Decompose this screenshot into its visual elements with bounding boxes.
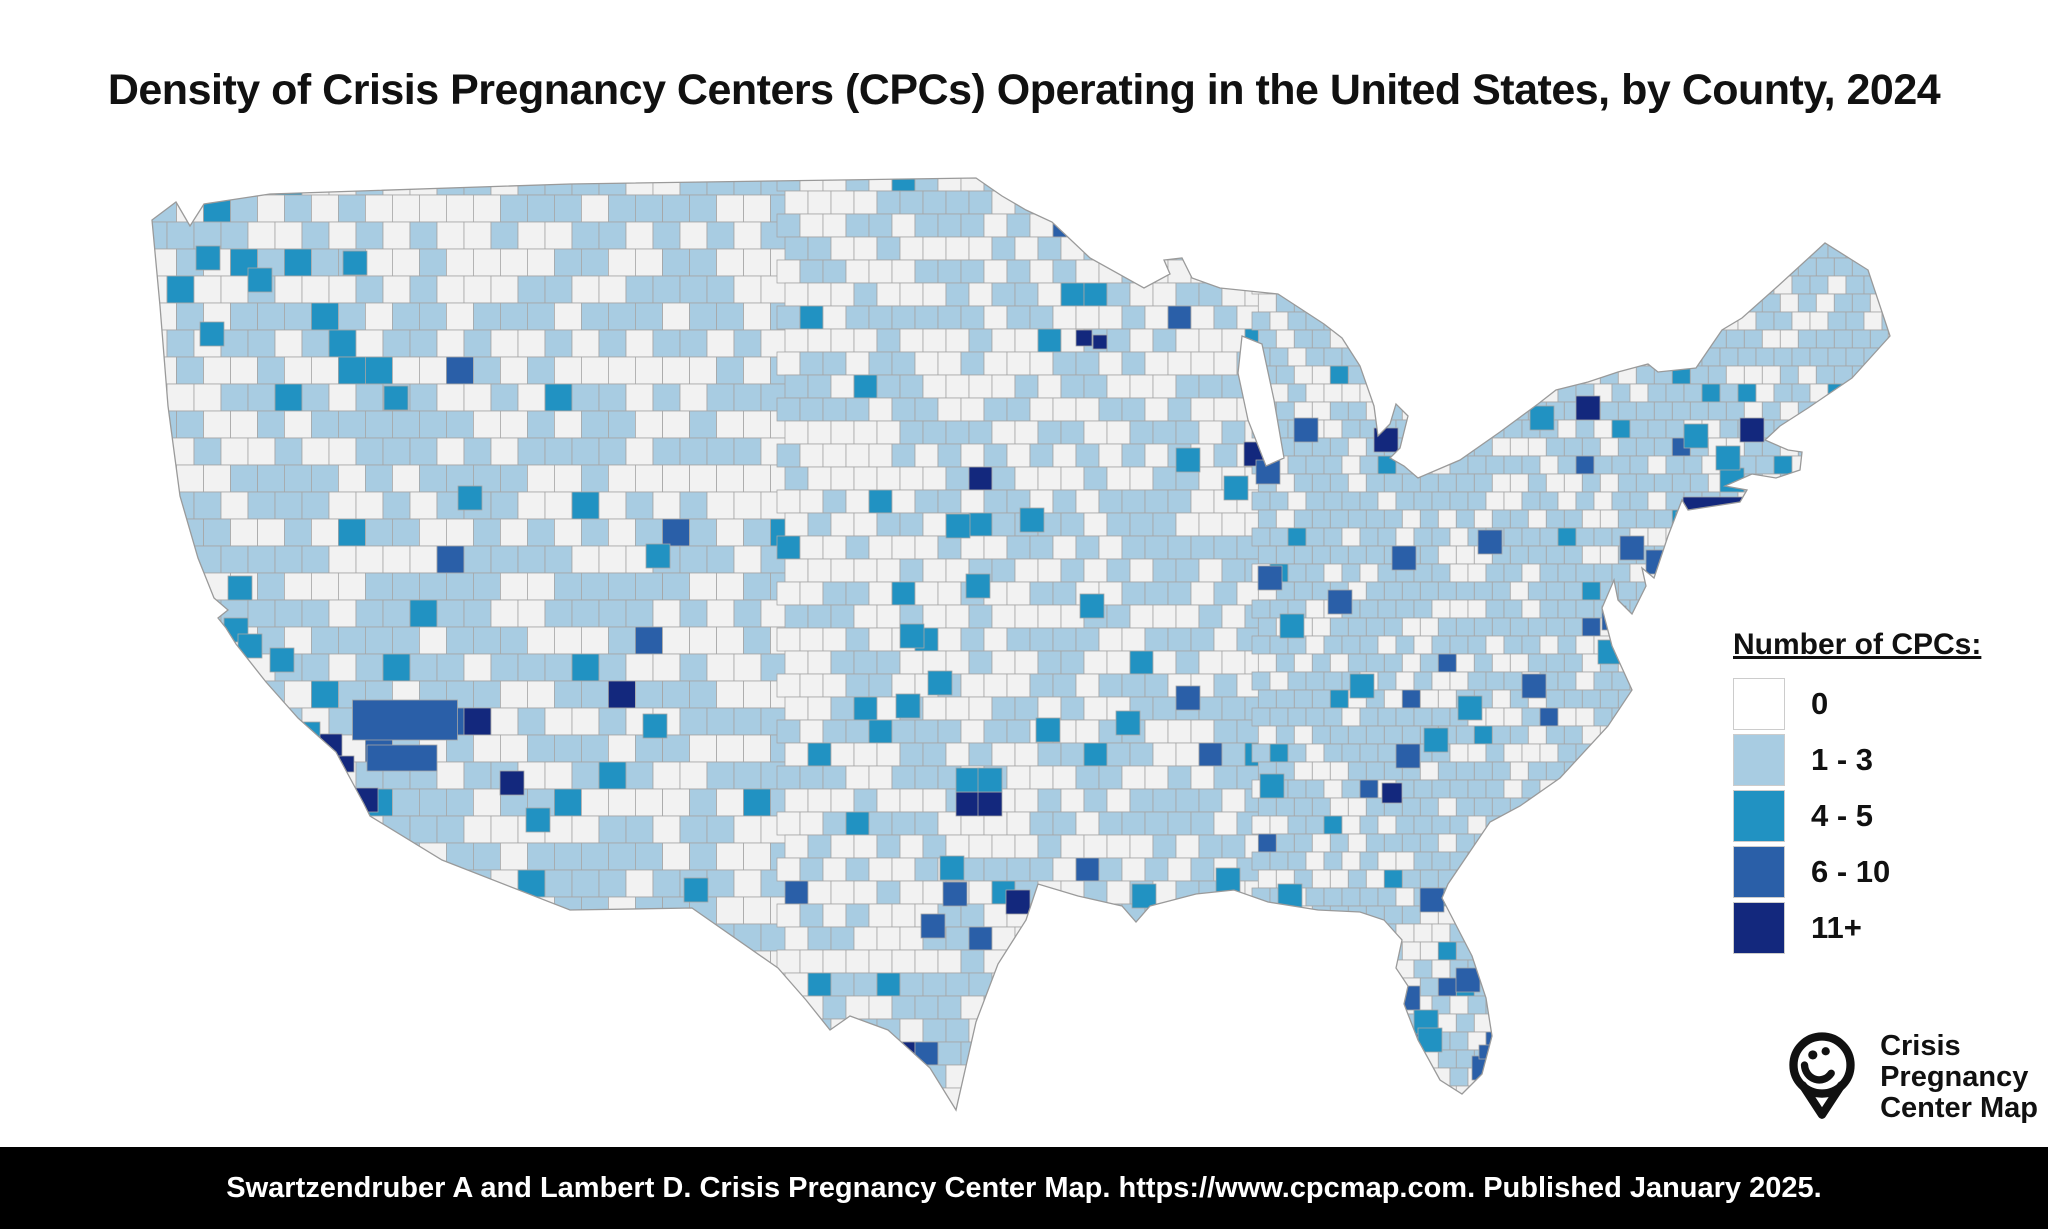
logo-line-3: Center Map <box>1880 1091 2038 1124</box>
us-county-choropleth-map <box>140 168 1928 1156</box>
logo-text: Crisis Pregnancy Center Map <box>1880 1029 2038 1124</box>
legend-swatch-6-10 <box>1733 846 1785 898</box>
legend-swatch-4-5 <box>1733 790 1785 842</box>
legend-title: Number of CPCs: <box>1733 628 1982 661</box>
legend-row: 11+ <box>1733 902 2033 954</box>
legend-label: 11+ <box>1811 910 1862 945</box>
legend-label: 1 - 3 <box>1811 742 1874 777</box>
legend-row: 1 - 3 <box>1733 734 2033 786</box>
legend-row: 4 - 5 <box>1733 790 2033 842</box>
legend-label: 0 <box>1811 686 1829 721</box>
legend-label: 4 - 5 <box>1811 798 1874 833</box>
legend-swatch-1-3 <box>1733 734 1785 786</box>
page-title: Density of Crisis Pregnancy Centers (CPC… <box>107 66 1941 114</box>
legend-swatch-11plus <box>1733 902 1785 954</box>
legend-swatch-0 <box>1733 678 1785 730</box>
footer-bar: Swartzendruber A and Lambert D. Crisis P… <box>0 1147 2048 1229</box>
us-map-svg <box>151 177 1891 1112</box>
logo-line-1: Crisis <box>1880 1029 1961 1062</box>
legend-row: 0 <box>1733 678 2033 730</box>
citation-text: Swartzendruber A and Lambert D. Crisis P… <box>226 1171 1822 1204</box>
map-pin-smiley-icon <box>1789 1032 1855 1119</box>
legend-row: 6 - 10 <box>1733 846 2033 898</box>
logo-line-2: Pregnancy <box>1880 1060 2029 1093</box>
legend: Number of CPCs: 0 1 - 3 4 - 5 6 - 10 11+ <box>1733 628 2033 958</box>
cpc-map-logo: Crisis Pregnancy Center Map <box>1776 1026 2038 1128</box>
legend-label: 6 - 10 <box>1811 854 1891 889</box>
